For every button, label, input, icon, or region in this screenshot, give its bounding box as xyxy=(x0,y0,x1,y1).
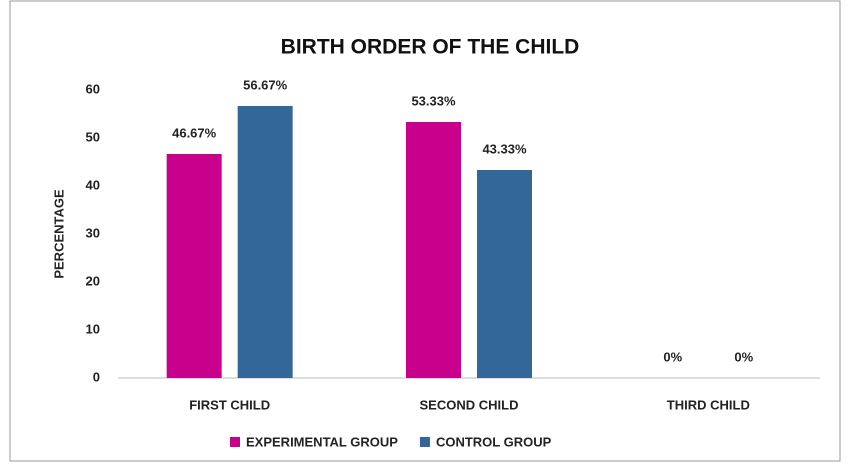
legend-label: CONTROL GROUP xyxy=(436,434,552,449)
value-label: 56.67% xyxy=(243,77,288,92)
bar xyxy=(166,153,222,378)
y-tick-label: 60 xyxy=(86,81,100,96)
x-tick-label: SECOND CHILD xyxy=(420,397,519,412)
legend-swatch xyxy=(419,437,430,447)
y-tick-label: 0 xyxy=(93,369,100,384)
bar xyxy=(237,105,293,378)
bar xyxy=(477,170,532,378)
y-tick-label: 10 xyxy=(86,321,100,336)
legend-swatch xyxy=(230,437,240,447)
y-tick-label: 30 xyxy=(86,225,100,240)
value-label: 0% xyxy=(663,349,682,364)
y-tick-label: 20 xyxy=(86,273,100,288)
value-label: 0% xyxy=(734,349,753,364)
y-tick-label: 40 xyxy=(86,177,100,192)
x-tick-label: FIRST CHILD xyxy=(189,397,270,412)
bar xyxy=(406,122,461,379)
chart-title: BIRTH ORDER OF THE CHILD xyxy=(281,36,580,59)
y-tick-label: 50 xyxy=(86,129,100,144)
x-tick-label: THIRD CHILD xyxy=(667,397,750,412)
value-label: 46.67% xyxy=(172,125,217,140)
legend-label: EXPERIMENTAL GROUP xyxy=(246,434,398,449)
value-label: 53.33% xyxy=(411,93,456,108)
value-label: 43.33% xyxy=(482,141,527,156)
y-axis-label: PERCENTAGE xyxy=(51,189,66,279)
